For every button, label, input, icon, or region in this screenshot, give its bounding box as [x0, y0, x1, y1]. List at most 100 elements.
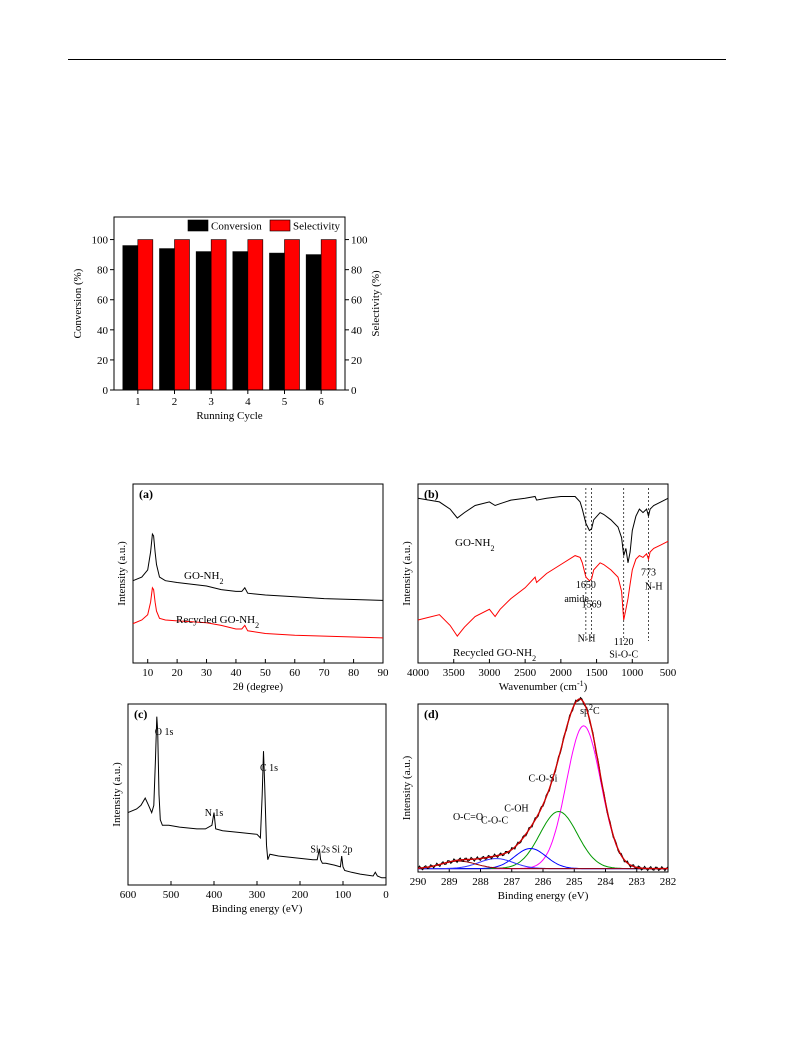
x-axis-label-part: Wavenumber (cm [499, 681, 578, 693]
x-tick-label: 0 [383, 889, 389, 901]
annotation: N-H [578, 634, 596, 645]
x-tick-label: 285 [566, 876, 583, 888]
annotation: O-C=O [453, 812, 483, 823]
bar-selectivity-2 [174, 239, 190, 391]
plot-frame [132, 483, 384, 664]
x-tick-label: 200 [292, 889, 309, 901]
legend-swatch-conversion [187, 219, 209, 232]
legend-swatch-selectivity [269, 219, 291, 232]
plot-frame [417, 483, 669, 664]
x-tick-label: 2 [172, 396, 178, 408]
annotation: Si-O-C [609, 650, 638, 661]
x-tick-label: 2000 [550, 667, 573, 679]
x-tick-label: 3000 [478, 667, 501, 679]
bar-conversion-1 [122, 245, 139, 391]
x-tick-label: 3 [208, 396, 214, 408]
x-axis-label: Binding energy (eV) [212, 903, 303, 915]
annotation: 1120 [614, 637, 634, 648]
x-tick-label: 1000 [621, 667, 644, 679]
panel-label: (c) [134, 707, 147, 721]
x-axis-label: Binding energy (eV) [498, 890, 589, 902]
plot-frame [417, 703, 669, 873]
x-tick-label: 60 [289, 667, 301, 679]
x-tick-label: 6 [318, 396, 324, 408]
bar-conversion-6 [305, 254, 322, 391]
x-tick-label: 40 [230, 667, 242, 679]
y-tick-label: 60 [97, 295, 109, 307]
bar-conversion-3 [195, 251, 212, 391]
y-axis-label: Intensity (a.u.) [401, 755, 413, 820]
panel-b: (b) 4000 3500 3000 2500 2000 1500 1000 500 Wavenu… [401, 483, 677, 694]
legend-label-conversion: Conversion [211, 221, 262, 233]
y2-tick-label: 60 [351, 295, 363, 307]
legend-label-selectivity: Selectivity [293, 221, 341, 233]
x-tick-label: 2500 [514, 667, 537, 679]
plot-frame [113, 216, 346, 391]
y-axis-label: Intensity (a.u.) [111, 762, 123, 827]
series-label-part: 2 [255, 621, 259, 630]
x-tick-label: 30 [201, 667, 213, 679]
x-tick-label: 286 [535, 876, 552, 888]
y2-tick-label: 40 [351, 325, 363, 337]
x-axis-label: 2θ (degree) [233, 681, 283, 693]
panel-d: (d) 290 289 288 287 286 285 284 283 282 Binding en… [401, 696, 676, 902]
y-axis-label: Intensity (a.u.) [116, 541, 128, 606]
series-label-part: GO-NH [455, 537, 490, 549]
annotation: O 1s [155, 727, 174, 738]
x-tick-label: 3500 [443, 667, 466, 679]
panel-label: (a) [139, 487, 153, 501]
y2-tick-label: 20 [351, 355, 363, 367]
header-rule [68, 59, 726, 60]
x-axis-label: Wavenumber (cm-1) [499, 679, 588, 694]
x-tick-label: 5 [282, 396, 288, 408]
panel-a: (a) 10 20 30 40 50 60 70 80 90 2θ (degree) Intensit… [116, 483, 390, 693]
x-tick-label: 284 [597, 876, 614, 888]
y-tick-label: 20 [97, 355, 109, 367]
x-tick-label: 50 [260, 667, 272, 679]
annotation: N-H [645, 582, 663, 593]
annotation: 1569 [582, 600, 602, 611]
series-label: GO-NH2 [455, 537, 494, 553]
annotation: Si 2p [332, 844, 353, 855]
x-tick-label: 289 [441, 876, 458, 888]
x-tick-label: 4 [245, 396, 251, 408]
series-label: Recycled GO-NH2 [176, 614, 259, 630]
x-tick-label: 90 [378, 667, 390, 679]
x-tick-label: 288 [472, 876, 489, 888]
y-tick-label: 40 [97, 325, 109, 337]
x-tick-label: 1 [135, 396, 141, 408]
x-tick-label: 500 [163, 889, 180, 901]
x-tick-label: 80 [348, 667, 360, 679]
annotation: N 1s [205, 808, 224, 819]
x-axis-label: Running Cycle [196, 410, 262, 422]
bar-selectivity-6 [320, 239, 337, 391]
bar-conversion-2 [159, 248, 175, 391]
x-tick-label: 300 [249, 889, 266, 901]
series-label: GO-NH2 [184, 570, 223, 586]
annotation-part: sp [580, 706, 589, 717]
component-peak [417, 860, 668, 870]
series-line [417, 540, 669, 637]
y2-axis-label: Selectivity (%) [370, 270, 382, 337]
x-tick-label: 100 [335, 889, 352, 901]
bar-selectivity-4 [247, 239, 264, 391]
panel-label: (d) [424, 707, 439, 721]
x-tick-label: 500 [660, 667, 677, 679]
series-label-part: GO-NH [184, 570, 219, 582]
panel-label: (b) [424, 487, 439, 501]
y-tick-label: 80 [97, 265, 109, 277]
y2-tick-label: 80 [351, 265, 363, 277]
series-label: Recycled GO-NH2 [453, 647, 536, 663]
series-label-part: Recycled GO-NH [453, 647, 532, 659]
annotation: C 1s [260, 763, 278, 774]
annotation: C-O-Si [529, 773, 558, 784]
y-axis-label: Conversion (%) [72, 268, 84, 338]
series-line [417, 495, 669, 563]
bar-selectivity-3 [210, 239, 227, 391]
x-tick-label: 4000 [407, 667, 430, 679]
x-tick-label: 400 [206, 889, 223, 901]
panel-c: (c) 600 500 400 300 200 100 0 Binding energy (eV… [111, 703, 389, 915]
fit-envelope [417, 698, 668, 870]
